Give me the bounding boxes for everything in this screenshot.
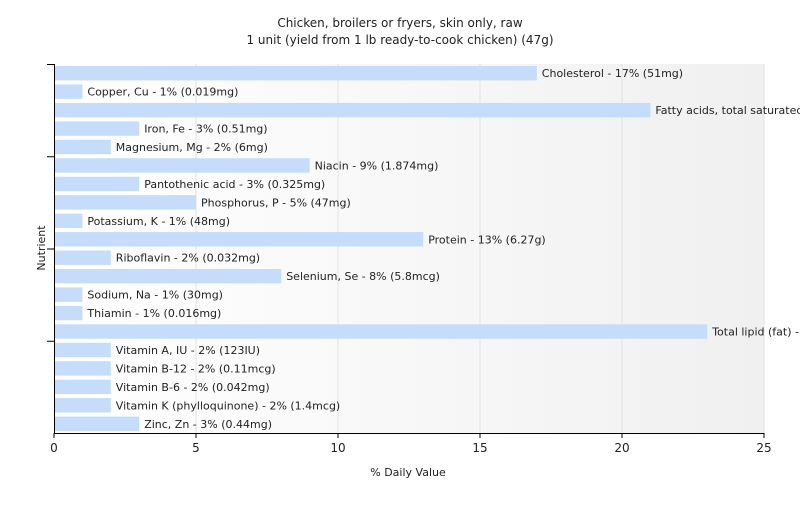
bars: Cholesterol - 17% (51mg) Copper, Cu - 1% … [54,66,800,431]
bar [54,84,83,99]
bar-label: Total lipid (fat) - 23% (15.20g) [711,326,800,339]
bar [54,213,83,229]
bar [54,305,83,321]
bar [54,250,111,265]
bar-label: Riboflavin - 2% (0.032mg) [116,252,260,265]
bar [54,398,111,413]
x-axis-label: % Daily Value [370,466,446,479]
bar-label: Vitamin A, IU - 2% (123IU) [116,344,260,357]
chart-subtitle: 1 unit (yield from 1 lb ready-to-cook ch… [246,33,553,47]
bar [54,361,111,376]
x-tick-label: 10 [330,441,345,455]
bar [54,416,140,431]
bar [54,121,140,136]
bar [54,102,651,118]
bar-label: Fatty acids, total saturated - 21% (4.26… [655,104,800,117]
bar-label: Potassium, K - 1% (48mg) [87,215,230,228]
x-tick-label: 15 [472,441,487,455]
bar-label: Vitamin B-12 - 2% (0.11mcg) [116,362,276,375]
bar [54,232,424,247]
bar [54,176,140,192]
bar-label: Thiamin - 1% (0.016mg) [86,307,221,320]
bar-label: Cholesterol - 17% (51mg) [542,67,683,80]
x-tick-label: 0 [50,441,58,455]
bar-label: Magnesium, Mg - 2% (6mg) [116,141,268,154]
bar-label: Phosphorus, P - 5% (47mg) [201,196,351,209]
bar [54,139,111,155]
bar-label: Pantothenic acid - 3% (0.325mg) [144,178,325,191]
bar-label: Niacin - 9% (1.874mg) [315,159,439,172]
gridlines [195,64,765,433]
bar-label: Sodium, Na - 1% (30mg) [87,289,223,302]
x-tick-label: 5 [192,441,200,455]
chart-title: Chicken, broilers or fryers, skin only, … [277,16,523,30]
bar-label: Zinc, Zn - 3% (0.44mg) [144,418,272,431]
bar [54,342,111,358]
axes: 0 5 10 15 20 25 [47,64,772,455]
bar [54,158,310,173]
bar-label: Iron, Fe - 3% (0.51mg) [144,123,267,136]
bar [54,195,196,210]
bar [54,379,111,395]
x-tick-label: 20 [614,441,629,455]
bar [54,324,708,339]
plot-area [54,64,764,433]
bar-label: Protein - 13% (6.27g) [428,233,546,246]
bar [54,268,282,284]
x-tick-label: 25 [756,441,771,455]
bar-label: Copper, Cu - 1% (0.019mg) [87,86,238,99]
bar-label: Vitamin B-6 - 2% (0.042mg) [116,381,270,394]
bar-label: Selenium, Se - 8% (5.8mcg) [286,270,440,283]
bar [54,66,537,81]
y-axis-label: Nutrient [35,225,48,271]
bar-label: Vitamin K (phylloquinone) - 2% (1.4mcg) [116,399,340,412]
bar [54,287,83,302]
